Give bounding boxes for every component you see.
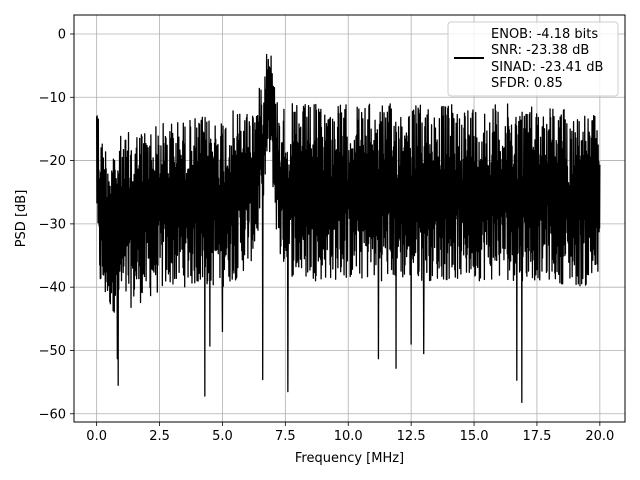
y-tick-label: −50	[39, 344, 66, 359]
legend-entry-snr: SNR: -23.38 dB	[491, 43, 589, 58]
psd-trace	[95, 53, 601, 404]
y-tick-label: 0	[58, 27, 66, 42]
legend-entry-sfdr: SFDR: 0.85	[491, 76, 563, 91]
tick-layer: 0.0 2.5 5.0 7.5 10.0 12.5 15.0 17.5 20.0 0 −10 −20 −…	[39, 27, 615, 444]
x-tick-label: 12.5	[397, 429, 426, 444]
y-axis-label: PSD [dB]	[14, 190, 29, 248]
y-tick-label: −40	[39, 281, 66, 296]
y-tick-label: −30	[39, 217, 66, 232]
x-tick-label: 20.0	[585, 429, 614, 444]
x-tick-label: 17.5	[522, 429, 551, 444]
y-tick-label: −10	[39, 91, 66, 106]
legend-entry-sinad: SINAD: -23.41 dB	[491, 60, 603, 75]
x-tick-label: 2.5	[149, 429, 170, 444]
x-tick-label: 0.0	[86, 429, 107, 444]
x-tick-label: 7.5	[275, 429, 296, 444]
y-tick-label: −60	[39, 407, 66, 422]
plot-area	[95, 53, 601, 404]
y-tick-label: −20	[39, 154, 66, 169]
legend-entry-enob: ENOB: -4.18 bits	[491, 27, 598, 42]
legend: ENOB: -4.18 bits SNR: -23.38 dB SINAD: -…	[447, 21, 619, 97]
x-axis-label: Frequency [MHz]	[295, 451, 404, 466]
x-tick-label: 15.0	[460, 429, 489, 444]
psd-series	[95, 53, 601, 404]
plot-frame	[73, 14, 626, 423]
legend-box	[447, 21, 619, 97]
x-tick-label: 5.0	[212, 429, 233, 444]
x-tick-label: 10.0	[334, 429, 363, 444]
